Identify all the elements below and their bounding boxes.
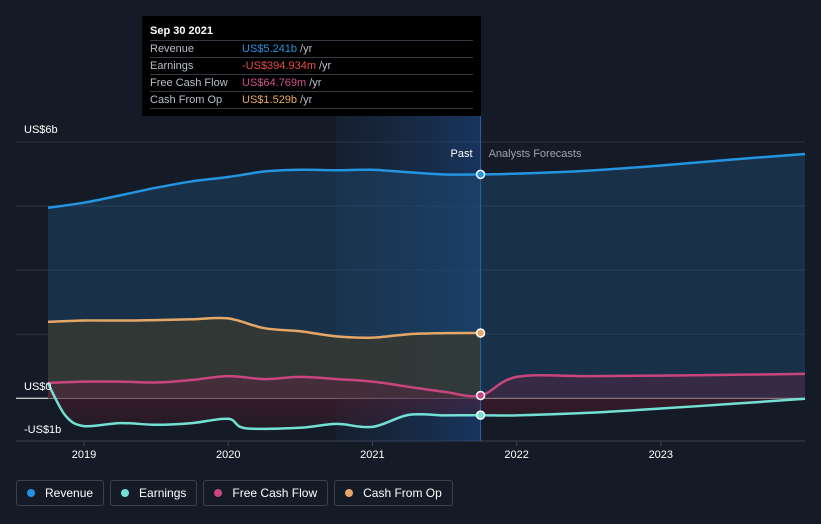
tooltip-label: Free Cash Flow: [150, 77, 228, 89]
x-tick-label: 2021: [360, 449, 384, 461]
revenue-point[interactable]: [475, 169, 486, 180]
cash-from-op-line: [47, 316, 481, 339]
legend-item-revenue[interactable]: Revenue: [16, 480, 105, 506]
tooltip-label: Earnings: [150, 60, 194, 72]
legend-label: Earnings: [139, 486, 187, 500]
past-label: Past: [451, 148, 473, 160]
earnings-area: [48, 383, 805, 429]
legend-item-free-cash-flow[interactable]: Free Cash Flow: [203, 480, 329, 506]
tooltip-row-revenue: Revenue US$5.241b /yr: [150, 40, 473, 57]
earnings-point[interactable]: [475, 410, 486, 420]
x-tick-label: 2022: [504, 449, 528, 461]
tooltip-value: US$5.241b: [242, 43, 298, 55]
fcf-area: [48, 373, 805, 399]
legend-label: Free Cash Flow: [232, 486, 318, 500]
y-axis-label-bottom: -US$1b: [24, 424, 61, 436]
legend-dot-icon: [121, 489, 130, 497]
legend-item-earnings[interactable]: Earnings: [110, 480, 198, 506]
tooltip-unit: /yr: [300, 94, 313, 106]
x-tick-label: 2023: [649, 449, 673, 461]
legend-label: Revenue: [45, 486, 94, 500]
tooltip-value: -US$394.934m: [242, 60, 316, 72]
cashfromop-point[interactable]: [475, 328, 486, 338]
tooltip-row-cashfromop: Cash From Op US$1.529b /yr: [150, 91, 473, 109]
tooltip: Sep 30 2021 Revenue US$5.241b /yr Earnin…: [142, 16, 481, 116]
y-axis-label-zero: US$0: [24, 381, 52, 393]
forecast-label: Analysts Forecasts: [489, 148, 582, 160]
legend-dot-icon: [214, 489, 223, 497]
tooltip-label: Revenue: [150, 43, 195, 55]
x-tick-label: 2020: [216, 449, 240, 461]
earnings-line: [46, 382, 806, 431]
tooltip-value: US$1.529b: [242, 94, 298, 106]
x-tick-label: 2019: [72, 449, 96, 461]
tooltip-value: US$64.769m: [242, 77, 307, 89]
tooltip-row-earnings: Earnings -US$394.934m /yr: [150, 57, 473, 74]
tooltip-unit: /yr: [300, 43, 313, 55]
legend: Revenue Earnings Free Cash Flow Cash Fro…: [16, 480, 453, 508]
legend-label: Cash From Op: [363, 486, 442, 500]
free-cash-flow-line: [47, 372, 806, 398]
legend-dot-icon: [345, 489, 354, 497]
tooltip-unit: /yr: [319, 60, 332, 72]
revenue-line: [47, 152, 806, 210]
fcf-point[interactable]: [475, 390, 486, 401]
tooltip-label: Cash From Op: [150, 94, 223, 106]
tooltip-unit: /yr: [309, 77, 322, 89]
legend-dot-icon: [27, 489, 35, 497]
tooltip-row-fcf: Free Cash Flow US$64.769m /yr: [150, 74, 473, 91]
legend-item-cash-from-op[interactable]: Cash From Op: [334, 480, 453, 506]
y-axis-label-top: US$6b: [24, 124, 58, 136]
tooltip-date: Sep 30 2021: [150, 25, 213, 37]
